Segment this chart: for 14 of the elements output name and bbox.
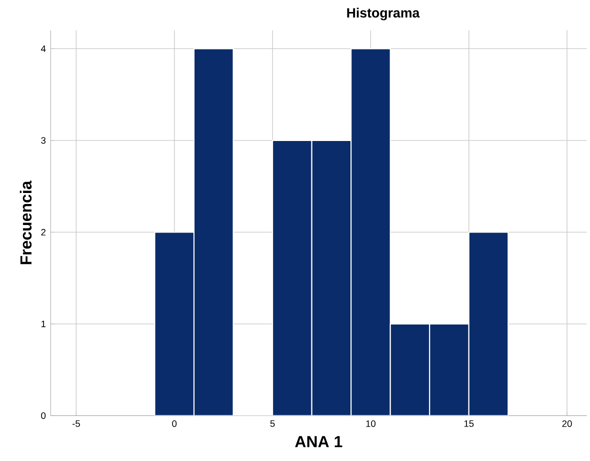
y-axis-title: Frecuencia bbox=[20, 180, 32, 264]
chart-title: Histograma bbox=[347, 8, 420, 20]
x-tick-label: 20 bbox=[562, 420, 572, 427]
x-tick-label: 5 bbox=[270, 420, 275, 427]
y-tick-label: 3 bbox=[41, 137, 46, 144]
y-tick-label: 2 bbox=[41, 228, 46, 236]
x-tick-label: 0 bbox=[172, 420, 177, 427]
x-tick-label: -5 bbox=[72, 420, 80, 427]
y-tick-label: 1 bbox=[41, 320, 46, 328]
x-tick-label: 15 bbox=[464, 420, 474, 427]
x-tick-label: 10 bbox=[366, 420, 376, 427]
x-axis-title: ANA 1 bbox=[295, 436, 342, 448]
y-tick-label: 4 bbox=[40, 45, 46, 52]
y-tick-label: 0 bbox=[41, 412, 46, 419]
